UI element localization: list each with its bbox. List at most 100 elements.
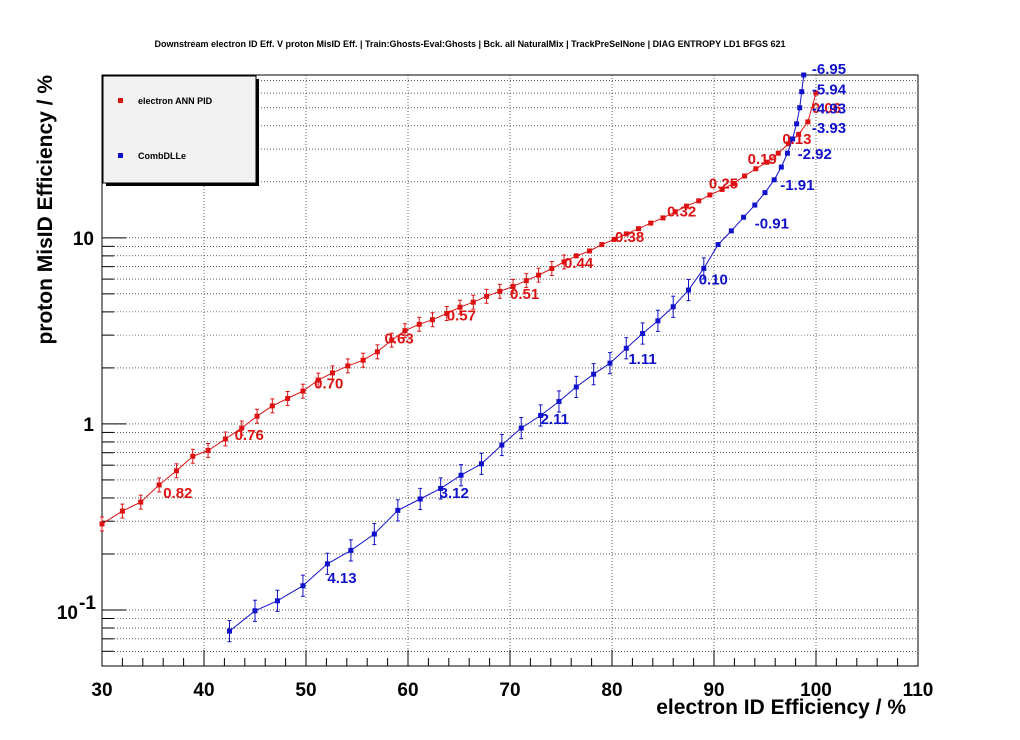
legend-marker-combdlle bbox=[118, 153, 123, 158]
point-label: 0.57 bbox=[447, 307, 476, 324]
y-axis-title: proton MisID Efficiency / % bbox=[34, 75, 57, 345]
chart-title: Downstream electron ID Eff. V proton Mis… bbox=[154, 39, 785, 49]
data-point bbox=[300, 583, 306, 589]
data-point bbox=[438, 485, 444, 491]
y-tick-label: 1 bbox=[83, 415, 94, 436]
point-label: -4.93 bbox=[812, 101, 846, 118]
point-label: 4.13 bbox=[327, 570, 356, 587]
legend-box bbox=[102, 75, 257, 184]
data-point bbox=[701, 265, 707, 271]
data-point bbox=[269, 403, 275, 409]
data-point bbox=[655, 318, 661, 324]
data-point bbox=[556, 398, 562, 404]
data-point bbox=[752, 202, 758, 208]
data-point bbox=[660, 215, 666, 221]
point-label: 0.63 bbox=[385, 331, 414, 348]
data-point bbox=[715, 242, 721, 248]
legend-entry-combdlle: CombDLLe bbox=[138, 151, 186, 161]
series-combdlle bbox=[227, 72, 807, 643]
data-point bbox=[416, 321, 422, 327]
data-point bbox=[518, 425, 524, 431]
data-point bbox=[457, 304, 463, 310]
data-point bbox=[510, 283, 516, 289]
data-point bbox=[254, 413, 260, 419]
point-label: 1.11 bbox=[628, 351, 656, 368]
y-tick-label: 10 bbox=[57, 603, 78, 624]
data-point bbox=[707, 192, 713, 198]
data-point bbox=[728, 228, 734, 234]
legend-marker-electron-ann-pid bbox=[118, 98, 123, 103]
x-tick-label: 70 bbox=[499, 680, 520, 701]
data-point bbox=[686, 287, 691, 293]
data-point bbox=[478, 461, 484, 467]
point-label: -0.91 bbox=[755, 216, 789, 233]
data-point bbox=[274, 598, 280, 604]
point-label: -5.94 bbox=[812, 81, 847, 98]
point-label: 0.82 bbox=[163, 485, 192, 502]
data-point bbox=[470, 299, 476, 305]
legend: electron ANN PID CombDLLe bbox=[102, 75, 259, 186]
point-label: 0.25 bbox=[709, 176, 738, 193]
data-point bbox=[458, 472, 464, 478]
data-point bbox=[371, 531, 377, 537]
data-point bbox=[374, 349, 380, 355]
data-point bbox=[741, 214, 747, 220]
data-point bbox=[587, 248, 593, 254]
data-point bbox=[252, 608, 258, 614]
y-tick-exponent: -1 bbox=[79, 593, 96, 614]
data-point bbox=[623, 345, 629, 351]
data-point bbox=[315, 377, 321, 383]
point-label: -2.92 bbox=[798, 146, 832, 163]
x-tick-label: 80 bbox=[601, 680, 622, 701]
data-point bbox=[784, 150, 790, 156]
data-point bbox=[324, 561, 330, 567]
data-point bbox=[119, 508, 125, 514]
data-point bbox=[762, 190, 768, 196]
x-tick-label: 90 bbox=[703, 680, 724, 701]
data-point bbox=[538, 412, 544, 418]
point-label: 0.70 bbox=[314, 375, 343, 392]
data-point bbox=[190, 453, 196, 459]
point-label: -6.95 bbox=[812, 61, 846, 78]
data-point bbox=[753, 166, 759, 172]
data-point bbox=[536, 272, 542, 278]
point-label: 0.76 bbox=[235, 427, 264, 444]
data-point bbox=[591, 371, 597, 377]
point-label: -1.91 bbox=[780, 177, 814, 194]
data-point bbox=[429, 317, 435, 323]
data-point bbox=[227, 628, 232, 634]
data-point bbox=[573, 384, 579, 390]
data-point bbox=[345, 363, 351, 369]
data-point bbox=[801, 72, 807, 78]
point-label: 2.11 bbox=[541, 411, 569, 428]
data-point bbox=[742, 173, 748, 179]
data-point bbox=[771, 177, 777, 183]
x-tick-label: 110 bbox=[903, 680, 934, 701]
data-point bbox=[611, 236, 617, 242]
data-point bbox=[417, 496, 423, 502]
data-point bbox=[599, 242, 605, 248]
data-point bbox=[796, 131, 802, 137]
x-tick-label: 30 bbox=[91, 680, 112, 701]
point-label: 0.13 bbox=[782, 131, 811, 148]
x-tick-label: 50 bbox=[295, 680, 316, 701]
data-point bbox=[156, 482, 162, 488]
data-point bbox=[444, 311, 450, 317]
point-label: 0.38 bbox=[615, 229, 644, 246]
series-layer bbox=[99, 72, 819, 643]
data-point bbox=[360, 357, 366, 363]
data-point bbox=[797, 105, 803, 111]
data-point bbox=[683, 203, 689, 209]
point-label: 0.32 bbox=[667, 204, 696, 221]
point-label: -3.93 bbox=[812, 120, 846, 137]
data-point bbox=[785, 141, 791, 147]
data-point bbox=[348, 547, 354, 553]
data-point bbox=[300, 388, 306, 394]
data-point bbox=[672, 209, 678, 215]
data-point bbox=[389, 337, 395, 343]
data-point bbox=[764, 159, 770, 165]
data-point bbox=[499, 442, 505, 448]
data-point bbox=[790, 136, 796, 142]
data-point bbox=[730, 180, 736, 186]
